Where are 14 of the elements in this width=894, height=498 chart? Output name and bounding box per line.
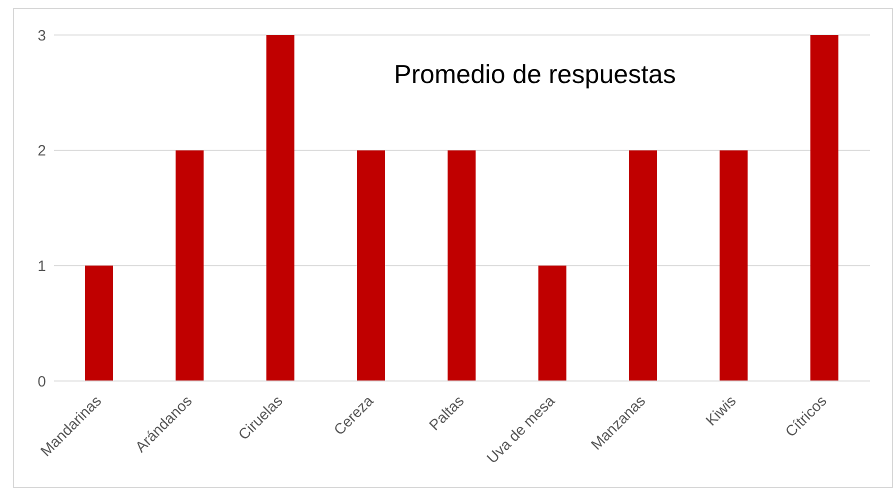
bar: [448, 150, 476, 381]
text: Promedio de respuestas: [394, 59, 676, 90]
y-tick-label: 1: [38, 258, 46, 275]
bar: [266, 35, 294, 381]
bar: [810, 35, 838, 381]
bar: [85, 266, 113, 381]
y-tick-label: 3: [38, 27, 46, 44]
bar: [357, 150, 385, 381]
bar: [538, 266, 566, 381]
y-tick-label: 0: [38, 373, 46, 390]
bar: [720, 150, 748, 381]
bar: [629, 150, 657, 381]
bar: [176, 150, 204, 381]
y-tick-label: 2: [38, 142, 46, 160]
